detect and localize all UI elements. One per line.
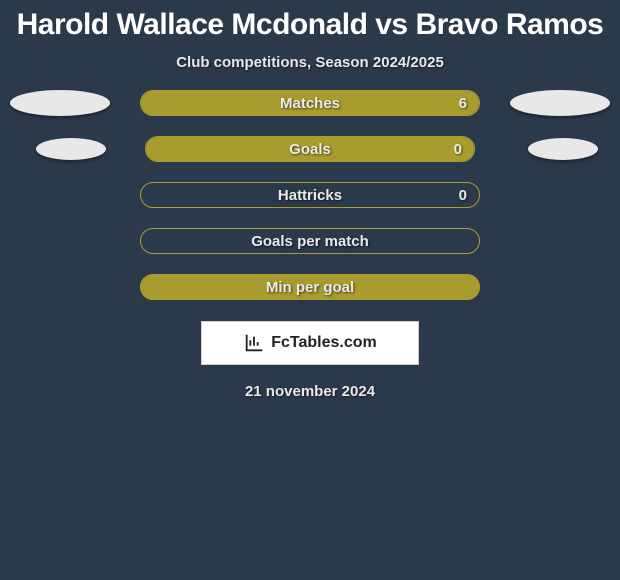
stat-label: Min per goal	[266, 279, 354, 296]
left-player-disc	[10, 90, 110, 116]
stat-right-value: 0	[459, 187, 467, 204]
stat-right-value: 0	[454, 141, 462, 158]
stat-row-mpg: Min per goal	[0, 273, 620, 301]
page-title: Harold Wallace Mcdonald vs Bravo Ramos	[0, 0, 620, 42]
stat-label: Hattricks	[278, 187, 342, 204]
logo-text: FcTables.com	[271, 334, 377, 352]
left-player-disc-small	[36, 138, 106, 160]
right-player-disc-small	[528, 138, 598, 160]
stat-row-matches: Matches 6	[0, 89, 620, 117]
stat-label: Goals per match	[251, 233, 369, 250]
stat-row-hattricks: Hattricks 0	[0, 181, 620, 209]
stat-row-gpm: Goals per match	[0, 227, 620, 255]
stat-row-goals: Goals 0	[0, 135, 620, 163]
date-label: 21 november 2024	[0, 383, 620, 400]
stats-comparison-widget: Harold Wallace Mcdonald vs Bravo Ramos C…	[0, 0, 620, 580]
stat-right-value: 6	[459, 95, 467, 112]
right-player-disc	[510, 90, 610, 116]
goals-bar: Goals 0	[145, 136, 475, 162]
subtitle: Club competitions, Season 2024/2025	[0, 54, 620, 71]
gpm-bar: Goals per match	[140, 228, 480, 254]
hattricks-bar: Hattricks 0	[140, 182, 480, 208]
matches-bar: Matches 6	[140, 90, 480, 116]
mpg-bar: Min per goal	[140, 274, 480, 300]
chart-icon	[243, 332, 265, 354]
fctables-logo[interactable]: FcTables.com	[201, 321, 419, 365]
stat-label: Matches	[141, 95, 479, 112]
stat-label: Goals	[146, 141, 474, 158]
